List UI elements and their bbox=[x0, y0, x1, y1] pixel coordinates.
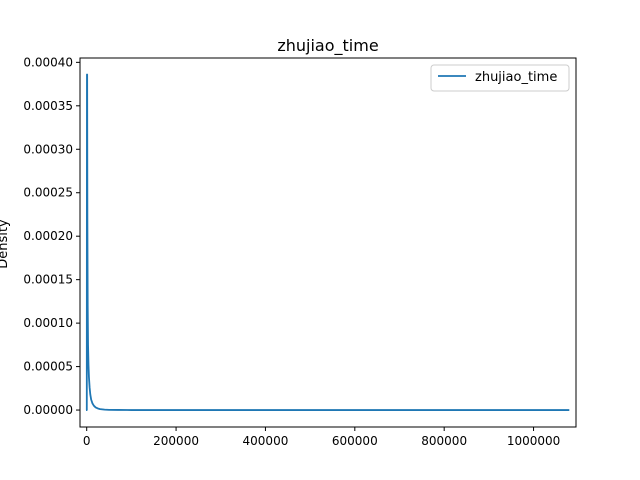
x-tick-label: 200000 bbox=[153, 434, 199, 448]
y-tick-label: 0.00005 bbox=[23, 360, 73, 374]
x-tick-label: 600000 bbox=[332, 434, 378, 448]
x-axis: 0 200000 400000 600000 800000 1000000 bbox=[83, 427, 560, 448]
x-tick-label: 400000 bbox=[243, 434, 289, 448]
x-tick-label: 0 bbox=[83, 434, 91, 448]
plot-area bbox=[79, 57, 577, 428]
y-axis: 0.00000 0.00005 0.00010 0.00015 0.00020 0.000… bbox=[23, 55, 80, 417]
x-tick-label: 1000000 bbox=[507, 434, 560, 448]
chart-title: zhujiao_time bbox=[277, 36, 378, 56]
y-tick-label: 0.00040 bbox=[23, 55, 73, 69]
y-axis-label: Density bbox=[0, 219, 11, 269]
x-tick-label: 800000 bbox=[421, 434, 467, 448]
y-tick-label: 0.00010 bbox=[23, 316, 73, 330]
y-tick-label: 0.00030 bbox=[23, 142, 73, 156]
legend: zhujiao_time bbox=[430, 64, 570, 92]
y-tick-label: 0.00015 bbox=[23, 273, 73, 287]
y-tick-label: 0.00035 bbox=[23, 99, 73, 113]
legend-box bbox=[430, 64, 570, 92]
legend-label: zhujiao_time bbox=[475, 70, 557, 85]
y-tick-label: 0.00025 bbox=[23, 186, 73, 200]
y-tick-label: 0.00020 bbox=[23, 229, 73, 243]
axes-frame bbox=[79, 57, 577, 428]
series-layer bbox=[85, 73, 570, 411]
series-line bbox=[85, 73, 570, 411]
y-tick-label: 0.00000 bbox=[23, 403, 73, 417]
